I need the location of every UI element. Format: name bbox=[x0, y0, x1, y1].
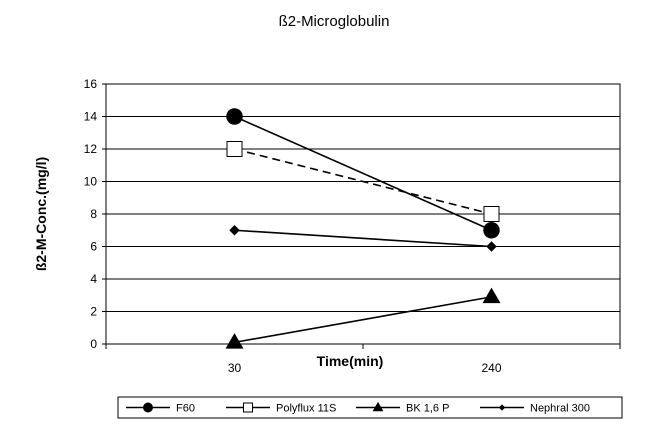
legend-label: BK 1,6 P bbox=[406, 403, 449, 415]
x-tick-label: 30 bbox=[228, 361, 242, 375]
data-point-circle bbox=[226, 108, 243, 125]
y-axis-title: ß2-M-Conc.(mg/l) bbox=[33, 157, 49, 271]
data-point-diamond bbox=[498, 404, 506, 411]
y-tick-label: 4 bbox=[90, 272, 97, 286]
y-tick-label: 6 bbox=[90, 240, 97, 254]
x-axis-title: Time(min) bbox=[317, 353, 384, 369]
series-group bbox=[225, 108, 501, 349]
series-line bbox=[234, 148, 492, 215]
data-point-triangle bbox=[225, 333, 244, 349]
legend-label: Polyflux 11S bbox=[276, 403, 336, 415]
legend: F60 Polyflux 11S BK 1,6 P Nephral 300 bbox=[117, 396, 623, 419]
data-point-diamond bbox=[486, 241, 497, 252]
data-point-square-open bbox=[226, 141, 243, 157]
y-tick-label: 8 bbox=[90, 207, 97, 221]
legend-label: Nephral 300 bbox=[530, 403, 590, 415]
gridlines bbox=[106, 83, 620, 345]
data-point-circle bbox=[483, 222, 500, 239]
y-tick-label: 12 bbox=[84, 142, 98, 156]
y-tick-label: 14 bbox=[84, 110, 98, 124]
x-axis-ticks: 30 240 bbox=[105, 344, 621, 375]
x-tick-label: 240 bbox=[481, 361, 501, 375]
data-point-triangle bbox=[372, 401, 384, 412]
y-tick-label: 0 bbox=[90, 337, 97, 351]
legend-label: F60 bbox=[176, 403, 195, 415]
data-point-diamond bbox=[229, 225, 240, 236]
chart-title: ß2-Microglobulin bbox=[279, 13, 390, 30]
data-point-triangle bbox=[482, 287, 501, 304]
y-tick-label: 16 bbox=[84, 77, 98, 91]
y-axis-ticks: 0 2 4 6 8 10 12 14 16 bbox=[84, 77, 106, 351]
series-line bbox=[234, 115, 492, 231]
data-point-circle bbox=[143, 402, 153, 413]
data-point-square-open bbox=[483, 206, 500, 222]
data-point-square-open bbox=[243, 402, 253, 413]
series-line bbox=[234, 296, 492, 344]
y-tick-label: 10 bbox=[84, 175, 98, 189]
series-line bbox=[234, 229, 492, 248]
y-tick-label: 2 bbox=[90, 305, 97, 319]
